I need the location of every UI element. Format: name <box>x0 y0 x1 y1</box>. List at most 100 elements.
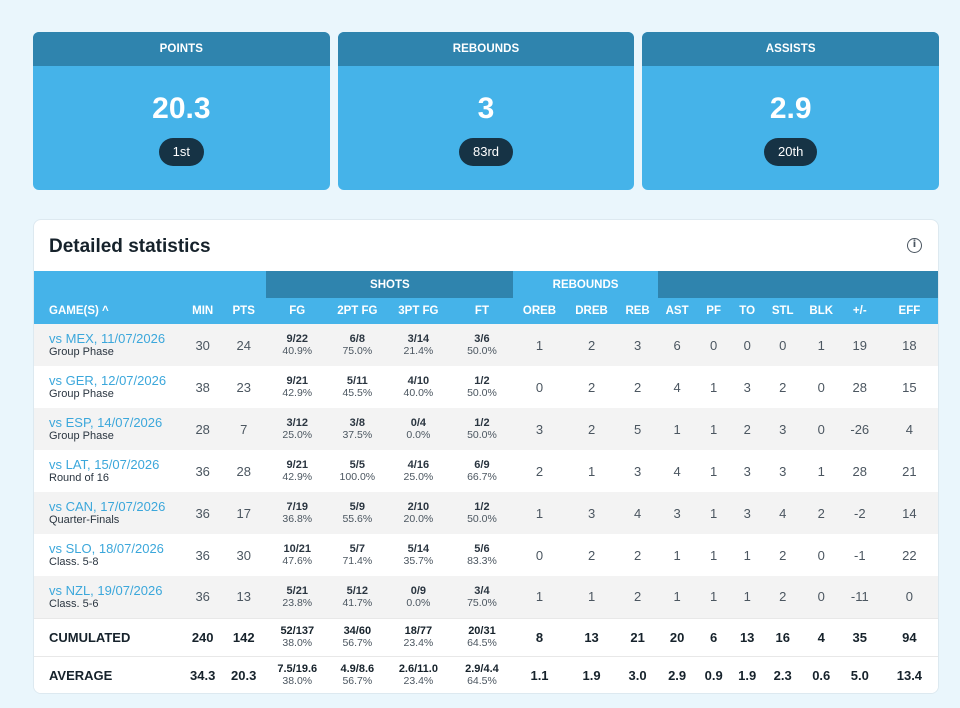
stat-cell-blk: 0 <box>801 408 841 450</box>
shot-percentage: 42.9% <box>282 471 313 483</box>
column-header-blk[interactable]: BLK <box>801 298 841 324</box>
column-header-ast[interactable]: AST <box>657 298 697 324</box>
stat-cell-eff: 18 <box>878 324 938 366</box>
game-cell: vs CAN, 17/07/2026 Quarter-Finals <box>34 492 185 534</box>
game-link[interactable]: vs ESP, 14/07/2026 <box>49 415 163 430</box>
shot-cell-fg: 52/137 38.0% <box>266 617 329 656</box>
card-value: 3 <box>477 92 495 125</box>
game-link[interactable]: vs CAN, 17/07/2026 <box>49 499 166 514</box>
table-row: vs NZL, 19/07/2026 Class. 5-6 36 13 5/21 23.8… <box>34 576 938 618</box>
shot-cell-fg: 9/21 42.9% <box>266 450 329 492</box>
table-row: vs CAN, 17/07/2026 Quarter-Finals 36 17 7/19… <box>34 492 938 534</box>
shots-made-attempted: 5/7 <box>349 543 365 555</box>
stat-cell-to: 2 <box>730 408 764 450</box>
column-header-oreb[interactable]: OREB <box>513 298 566 324</box>
shots-made-attempted: 5/14 <box>407 543 430 555</box>
stat-cell-pm: -11 <box>840 576 879 618</box>
stat-cell-eff: 21 <box>878 450 938 492</box>
stat-cell-reb: 2 <box>617 366 658 408</box>
column-header-ft[interactable]: FT <box>450 298 514 324</box>
shot-percentage: 0.0% <box>406 596 431 609</box>
shots-made-attempted: 5/9 <box>349 501 365 513</box>
column-header-pf[interactable]: PF <box>696 298 731 324</box>
card-title: ASSISTS <box>642 32 940 66</box>
stat-cell-dreb: 13 <box>565 617 618 656</box>
stat-cell-pf: 1 <box>696 408 731 450</box>
shot-percentage: 47.6% <box>282 555 313 567</box>
stat-cell-blk: 4 <box>801 617 841 656</box>
stat-cell-stl: 3 <box>763 450 802 492</box>
shot-percentage: 56.7% <box>342 637 373 649</box>
column-header-3pt-fg[interactable]: 3PT FG <box>386 298 451 324</box>
stat-cell-min: 36 <box>184 450 222 492</box>
shot-percentage: 64.5% <box>467 675 497 688</box>
column-header-eff[interactable]: EFF <box>878 298 938 324</box>
shot-cell-fg: 3/12 25.0% <box>266 408 329 450</box>
table-row: vs GER, 12/07/2026 Group Phase 38 23 9/21 42.… <box>34 366 938 408</box>
column-header-stl[interactable]: STL <box>763 298 802 324</box>
shots-made-attempted: 20/31 <box>468 625 496 637</box>
shot-percentage: 83.3% <box>467 555 497 567</box>
stat-cell-min: 38 <box>184 366 222 408</box>
shot-cell-fg: 9/21 42.9% <box>266 366 329 408</box>
shot-cell-fg2: 34/60 56.7% <box>328 617 387 656</box>
column-header-dreb[interactable]: DREB <box>565 298 618 324</box>
rank-badge: 20th <box>764 138 818 166</box>
shot-percentage: 50.0% <box>467 387 497 399</box>
shot-cell-ft: 5/6 83.3% <box>450 534 514 576</box>
shot-percentage: 56.7% <box>342 675 373 688</box>
shot-cell-fg: 9/22 40.9% <box>266 324 329 366</box>
shots-made-attempted: 10/21 <box>283 543 312 555</box>
stat-cell-dreb: 3 <box>565 492 618 534</box>
card-title: REBOUNDS <box>337 32 635 66</box>
stat-cell-ast: 2.9 <box>657 655 697 693</box>
stat-cell-dreb: 2 <box>565 324 618 366</box>
game-link[interactable]: vs GER, 12/07/2026 <box>49 373 167 388</box>
column-header-fg[interactable]: FG <box>266 298 329 324</box>
shot-percentage: 36.8% <box>282 513 313 525</box>
game-phase: Quarter-Finals <box>49 514 120 526</box>
stat-cell-min: 36 <box>184 576 222 618</box>
shot-cell-fg3: 2/10 20.0% <box>386 492 451 534</box>
shot-cell-ft: 3/4 75.0% <box>450 576 514 618</box>
column-header-games[interactable]: GAME(S) ^ <box>34 298 185 324</box>
column-header-2pt-fg[interactable]: 2PT FG <box>328 298 387 324</box>
stat-cell-eff: 14 <box>878 492 938 534</box>
group-header-rebounds: REBOUNDS <box>513 271 658 298</box>
column-header-reb[interactable]: REB <box>617 298 658 324</box>
game-link[interactable]: vs LAT, 15/07/2026 <box>49 457 160 472</box>
column-header-min[interactable]: MIN <box>184 298 222 324</box>
stat-cell-stl: 16 <box>763 617 802 656</box>
stat-cell-pts: 28 <box>221 450 267 492</box>
shots-made-attempted: 34/60 <box>343 625 372 637</box>
stat-cell-ast: 20 <box>657 617 697 656</box>
shots-made-attempted: 7.5/19.6 <box>277 663 318 676</box>
stat-cell-stl: 3 <box>763 408 802 450</box>
info-icon[interactable]: i <box>907 238 922 253</box>
column-header-plus-minus[interactable]: +/- <box>840 298 879 324</box>
shot-cell-fg3: 18/77 23.4% <box>386 617 451 656</box>
average-row: AVERAGE 34.3 20.3 7.5/19.6 38.0% 4.9/8.6 56.7%… <box>34 655 938 693</box>
game-cell: CUMULATED <box>34 617 185 656</box>
group-header-shots: SHOTS <box>266 271 514 298</box>
game-link[interactable]: vs MEX, 11/07/2026 <box>49 331 166 346</box>
stat-cell-pts: 142 <box>221 617 267 656</box>
shots-made-attempted: 1/2 <box>474 417 490 429</box>
game-phase: Class. 5-8 <box>49 556 99 568</box>
game-link[interactable]: vs NZL, 19/07/2026 <box>49 582 163 598</box>
shots-made-attempted: 6/9 <box>474 459 490 471</box>
game-link[interactable]: vs SLO, 18/07/2026 <box>49 541 164 556</box>
stat-cell-pm: 35 <box>840 617 879 656</box>
shot-cell-ft: 6/9 66.7% <box>450 450 514 492</box>
stat-cell-ast: 1 <box>657 408 697 450</box>
shot-percentage: 40.0% <box>403 387 434 399</box>
shots-made-attempted: 9/21 <box>286 375 308 387</box>
card-value: 2.9 <box>769 92 812 125</box>
game-cell: vs GER, 12/07/2026 Group Phase <box>34 366 185 408</box>
stat-cell-reb: 3 <box>617 324 658 366</box>
game-phase: Group Phase <box>49 388 114 400</box>
stat-cell-pf: 0 <box>696 324 731 366</box>
shot-cell-fg3: 2.6/11.0 23.4% <box>386 655 451 693</box>
column-header-pts[interactable]: PTS <box>221 298 267 324</box>
column-header-to[interactable]: TO <box>730 298 764 324</box>
